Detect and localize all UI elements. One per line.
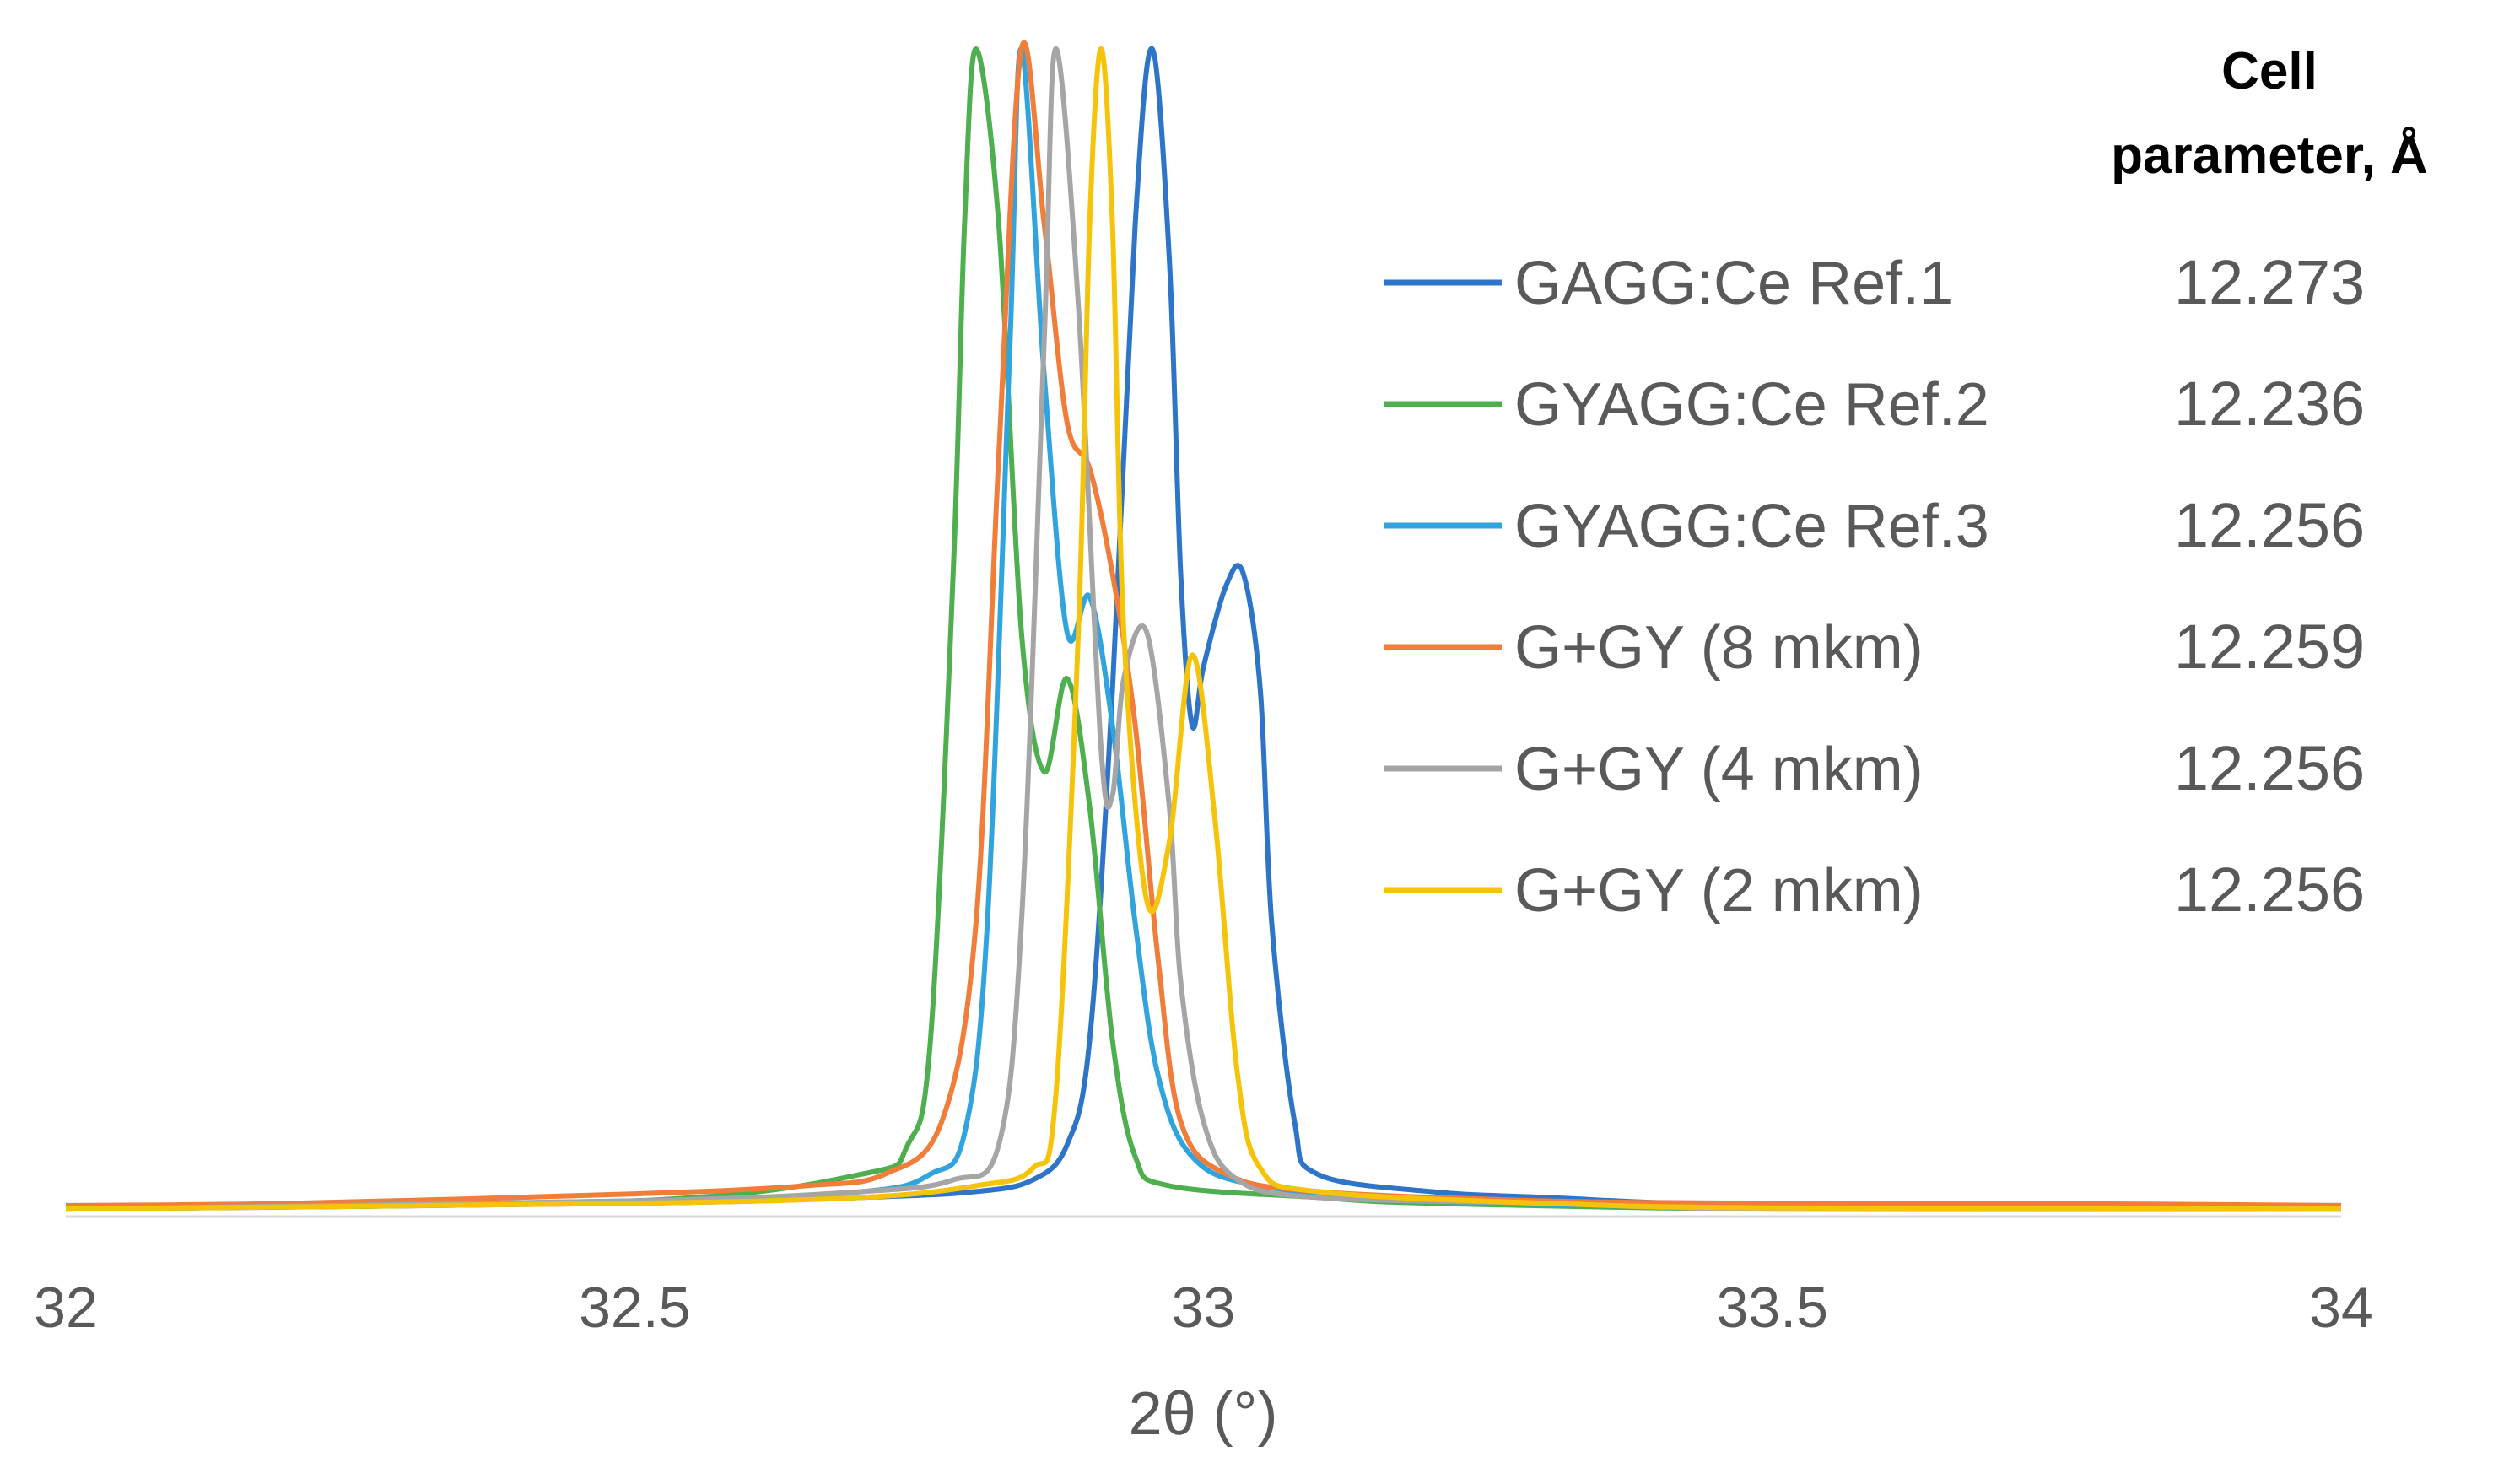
x-tick-label: 32: [34, 1276, 98, 1340]
x-tick-label: 33.5: [1717, 1276, 1828, 1340]
cell-parameter-value-4: 12.259: [2174, 612, 2365, 682]
legend: GAGG:Ce Ref.1 12.273 GYAGG:Ce Ref.2 12.236 G…: [1384, 247, 2365, 925]
cell-parameter-value-5: 12.256: [2174, 733, 2365, 803]
cell-parameter-header: parameter, Å: [2111, 127, 2428, 185]
series-line-4: [65, 40, 2342, 1208]
cell-parameter-value-1: 12.273: [2174, 247, 2365, 317]
legend-label-6: G+GY (2 mkm): [1514, 857, 1924, 925]
series-line-6: [65, 46, 2342, 1212]
series-line-5: [65, 46, 2342, 1212]
legend-label-1: GAGG:Ce Ref.1: [1514, 250, 1953, 317]
legend-label-3: GYAGG:Ce Ref.3: [1514, 493, 1989, 560]
series-line-2: [65, 46, 2342, 1212]
legend-label-4: G+GY (8 mkm): [1514, 614, 1924, 682]
x-tick-label: 32.5: [579, 1276, 690, 1340]
cell-parameter-header: Cell: [2221, 42, 2318, 100]
legend-label-5: G+GY (4 mkm): [1514, 736, 1924, 803]
cell-parameter-value-2: 12.236: [2174, 369, 2365, 439]
cell-parameter-value-3: 12.256: [2174, 490, 2365, 560]
series-line-1: [65, 46, 2342, 1212]
plot-area: [65, 40, 2342, 1212]
x-tick-label: 34: [2309, 1276, 2373, 1340]
cell-parameter-value-6: 12.256: [2174, 855, 2365, 925]
series-line-3: [65, 46, 2342, 1212]
legend-label-2: GYAGG:Ce Ref.2: [1514, 371, 1989, 439]
x-axis-ticks: 32 32.5 33 33.5 34: [34, 1276, 2373, 1340]
x-axis-title: 2θ (°): [1129, 1380, 1278, 1448]
x-tick-label: 33: [1172, 1276, 1236, 1340]
